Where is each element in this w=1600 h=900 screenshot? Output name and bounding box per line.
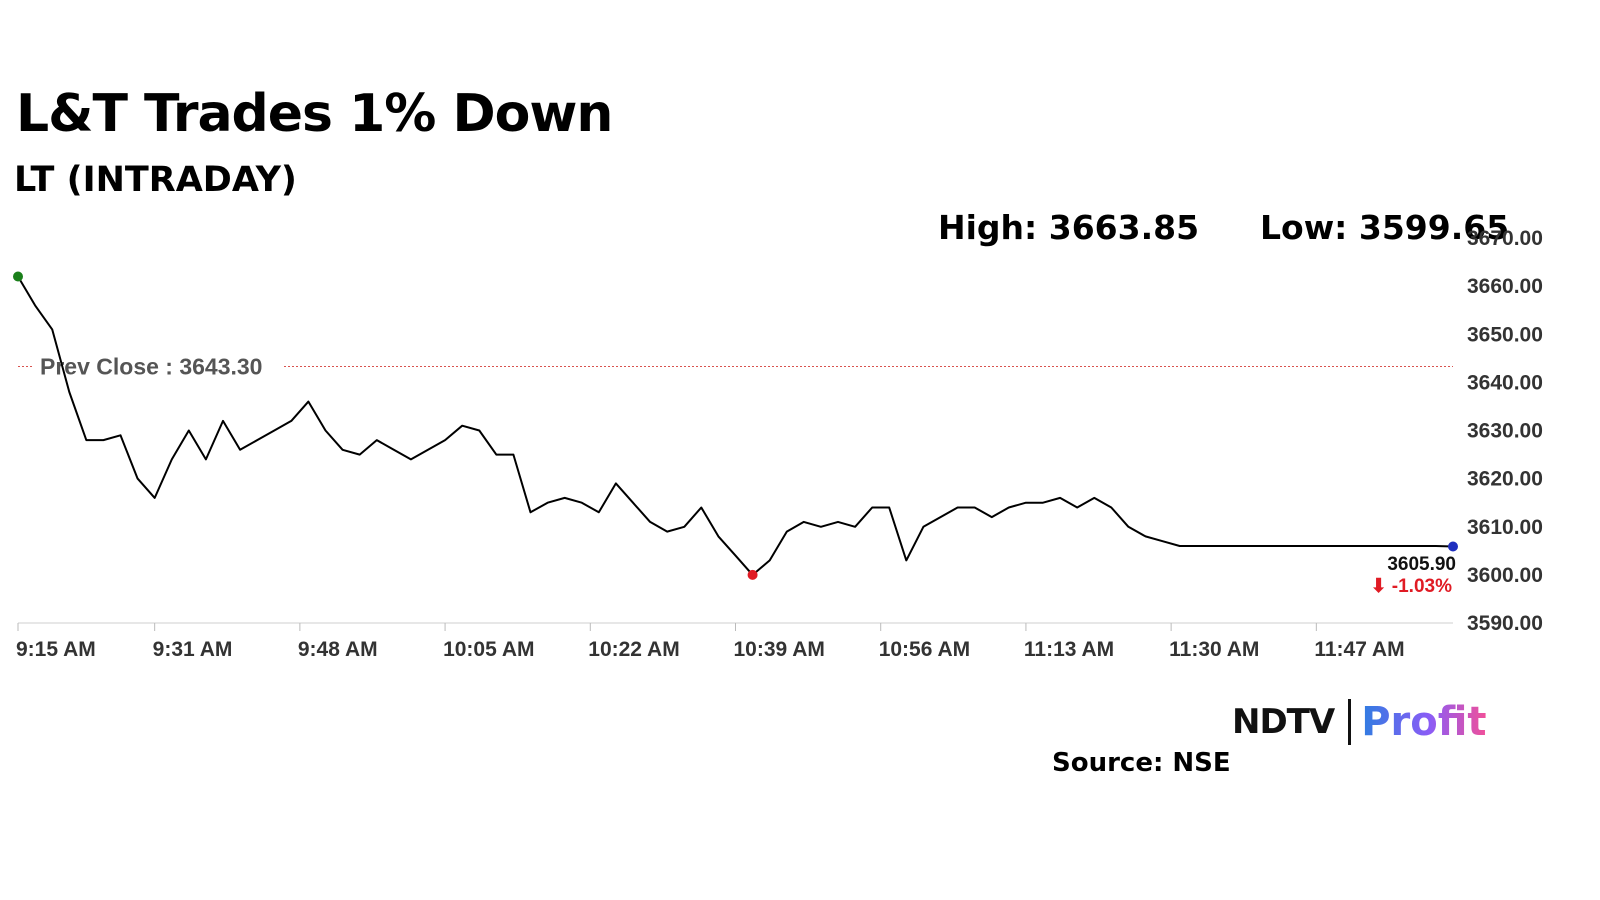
logo-divider: [1348, 699, 1352, 745]
y-tick-label: 3640.00: [1467, 371, 1543, 394]
x-tick-label: 11:47 AM: [1314, 638, 1404, 661]
y-tick-label: 3670.00: [1467, 227, 1543, 250]
price-line: [17, 275, 1454, 576]
y-tick-label: 3660.00: [1467, 275, 1543, 298]
change-label: ⬇ -1.03%: [1371, 576, 1453, 597]
x-tick-label: 10:39 AM: [734, 638, 825, 661]
y-tick-label: 3590.00: [1467, 612, 1543, 635]
low-marker: [747, 569, 758, 580]
x-tick-label: 9:15 AM: [16, 638, 96, 661]
logo-ndtv-text: NDTV: [1232, 702, 1335, 742]
last-price-marker: [1448, 541, 1458, 552]
prev-close-label: Prev Close : 3643.30: [40, 353, 262, 379]
y-tick-label: 3650.00: [1467, 323, 1543, 346]
x-tick-label: 9:31 AM: [153, 638, 233, 661]
x-tick-label: 11:13 AM: [1024, 638, 1114, 661]
last-price-label: 3605.90: [1387, 554, 1456, 575]
chart-title: L&T Trades 1% Down: [16, 84, 613, 144]
y-tick-label: 3630.00: [1467, 420, 1543, 443]
high-label: High: 3663.85: [938, 208, 1200, 247]
x-tick-label: 10:05 AM: [443, 638, 534, 661]
logo-profit-text: Profit: [1361, 699, 1487, 745]
x-tick-label: 9:48 AM: [298, 638, 378, 661]
source-note: Source: NSE: [1052, 748, 1231, 778]
x-tick-label: 10:22 AM: [588, 638, 679, 661]
chart-subtitle: LT (INTRADAY): [14, 160, 297, 200]
y-tick-label: 3600.00: [1467, 564, 1543, 587]
ndtv-profit-logo: NDTV Profit: [1232, 698, 1486, 746]
open-marker: [13, 271, 23, 282]
x-tick-label: 10:56 AM: [879, 638, 970, 661]
y-tick-label: 3620.00: [1467, 468, 1543, 491]
x-tick-label: 11:30 AM: [1169, 638, 1259, 661]
y-tick-label: 3610.00: [1467, 516, 1543, 539]
low-label: Low: 3599.65: [1260, 208, 1510, 247]
